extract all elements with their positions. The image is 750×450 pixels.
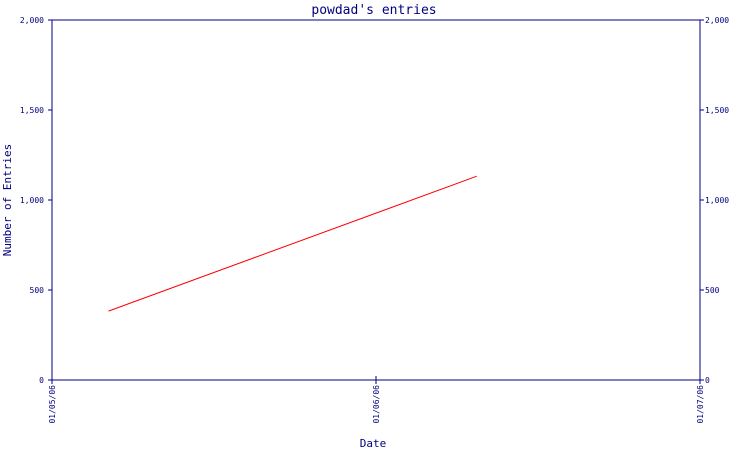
x-tick-label: 01/07/06 xyxy=(696,385,705,424)
y-axis-left: 0 500 1,000 1,500 2,000 xyxy=(20,16,52,385)
series-layer xyxy=(108,175,477,312)
y-tick-label-right: 2,000 xyxy=(705,16,729,25)
chart-title: powdad's entries xyxy=(311,3,436,18)
y-tick-label: 2,000 xyxy=(20,16,44,25)
series-line xyxy=(108,175,477,312)
y-tick-label-right: 1,000 xyxy=(705,196,729,205)
y-axis-right: 0 500 1,000 1,500 2,000 xyxy=(700,16,729,385)
y-axis-label: Number of Entries xyxy=(1,144,14,257)
y-tick-label-right: 0 xyxy=(705,376,710,385)
x-axis: 01/05/06 01/06/06 01/07/06 xyxy=(48,376,705,424)
y-tick-label: 1,000 xyxy=(20,196,44,205)
x-axis-label: Date xyxy=(360,437,387,450)
y-tick-label: 500 xyxy=(30,286,45,295)
y-tick-label-right: 500 xyxy=(705,286,720,295)
y-tick-label: 0 xyxy=(39,376,44,385)
y-tick-label: 1,500 xyxy=(20,106,44,115)
y-tick-label-right: 1,500 xyxy=(705,106,729,115)
x-tick-label: 01/06/06 xyxy=(372,385,381,424)
x-tick-label: 01/05/06 xyxy=(48,385,57,424)
